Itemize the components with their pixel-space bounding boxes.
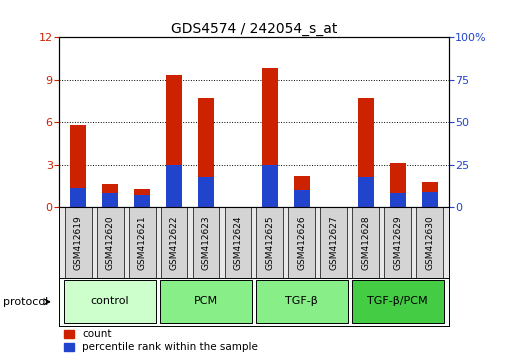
Bar <box>358 177 374 207</box>
Bar <box>225 207 251 278</box>
Bar <box>166 75 182 207</box>
Bar <box>198 177 214 207</box>
Bar <box>198 98 214 207</box>
Text: control: control <box>91 296 129 306</box>
Bar <box>294 190 310 207</box>
Bar <box>134 195 150 207</box>
Bar <box>390 194 406 207</box>
Bar <box>352 280 444 323</box>
Bar <box>288 207 315 278</box>
Bar <box>352 207 379 278</box>
Text: GSM412620: GSM412620 <box>106 215 114 270</box>
Text: GSM412630: GSM412630 <box>425 215 434 270</box>
Text: GSM412625: GSM412625 <box>265 215 274 270</box>
Bar <box>102 194 118 207</box>
Text: GSM412621: GSM412621 <box>137 215 147 270</box>
Text: GSM412619: GSM412619 <box>74 215 83 270</box>
Bar <box>358 98 374 207</box>
Bar <box>390 163 406 207</box>
Text: GSM412623: GSM412623 <box>202 215 210 270</box>
Text: GSM412626: GSM412626 <box>298 215 306 270</box>
Bar <box>166 165 182 207</box>
Text: PCM: PCM <box>194 296 218 306</box>
Bar <box>416 207 443 278</box>
Bar <box>97 207 124 278</box>
Bar <box>65 207 92 278</box>
Bar <box>161 207 187 278</box>
Bar <box>102 184 118 207</box>
Bar <box>422 192 438 207</box>
Bar <box>134 189 150 207</box>
Text: GSM412624: GSM412624 <box>233 215 243 270</box>
Bar <box>256 207 283 278</box>
Bar <box>64 280 156 323</box>
Bar <box>70 125 86 207</box>
Bar <box>70 188 86 207</box>
Legend: count, percentile rank within the sample: count, percentile rank within the sample <box>64 329 258 352</box>
Bar <box>129 207 155 278</box>
Text: GSM412622: GSM412622 <box>169 215 179 270</box>
Text: GSM412629: GSM412629 <box>393 215 402 270</box>
Title: GDS4574 / 242054_s_at: GDS4574 / 242054_s_at <box>171 22 337 36</box>
Bar <box>192 207 220 278</box>
Bar <box>384 207 411 278</box>
Bar <box>294 176 310 207</box>
Bar <box>262 165 278 207</box>
Text: TGF-β: TGF-β <box>286 296 318 306</box>
Text: TGF-β/PCM: TGF-β/PCM <box>367 296 428 306</box>
Bar <box>160 280 252 323</box>
Bar <box>262 68 278 207</box>
Text: protocol: protocol <box>3 297 48 307</box>
Bar <box>256 280 348 323</box>
Bar <box>422 182 438 207</box>
Text: GSM412627: GSM412627 <box>329 215 339 270</box>
Bar <box>321 207 347 278</box>
Text: GSM412628: GSM412628 <box>361 215 370 270</box>
